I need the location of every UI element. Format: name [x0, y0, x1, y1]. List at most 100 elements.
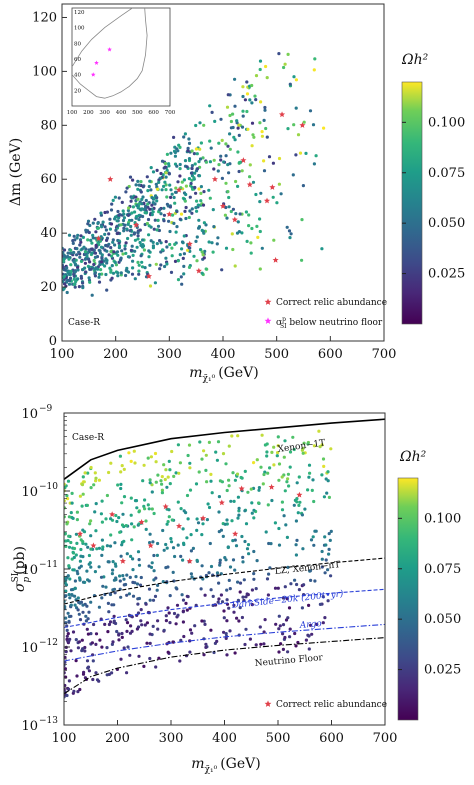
p1-data-point — [282, 65, 286, 70]
p2-data-point — [73, 586, 77, 590]
p1-data-point — [116, 253, 120, 257]
p1-data-point — [129, 248, 133, 252]
p1-data-point — [73, 285, 77, 289]
p1-data-point — [183, 209, 187, 213]
p2-data-point — [164, 468, 168, 472]
p1-data-point — [105, 238, 109, 242]
p2-data-point — [137, 510, 141, 514]
p1-data-point — [251, 133, 255, 137]
p2-data-point — [133, 461, 137, 465]
p1-data-point — [213, 119, 217, 123]
p2-data-point — [236, 434, 240, 438]
p2-data-point — [118, 454, 122, 458]
p2-x-tick-label: 700 — [373, 731, 398, 746]
p2-data-point — [184, 601, 188, 606]
p2-data-point — [97, 565, 101, 569]
p1-data-point — [76, 268, 80, 272]
p1-data-point — [91, 221, 95, 225]
p1-data-point — [260, 246, 264, 250]
p2-data-point — [287, 606, 292, 610]
p2-data-point — [320, 473, 324, 477]
p1-data-point — [185, 165, 189, 169]
p1-data-point — [140, 265, 145, 269]
p2-data-point — [195, 528, 199, 533]
p2-y-axis-label-unit: (pb) — [12, 546, 28, 575]
p2-data-point — [255, 559, 259, 563]
p2-data-point — [292, 503, 296, 507]
p2-data-point — [101, 545, 105, 549]
p1-data-point — [184, 205, 188, 210]
p1-data-point — [120, 200, 124, 204]
p1-data-point — [109, 250, 113, 254]
p1-data-point — [87, 276, 91, 280]
p2-y-tick-exponent: −11 — [39, 560, 58, 570]
p2-data-point — [188, 650, 192, 654]
p1-data-point — [227, 195, 231, 200]
p1-data-point — [233, 77, 237, 81]
p1-data-point — [271, 161, 275, 165]
p2-curve-line — [64, 588, 385, 629]
p1-data-point — [158, 208, 162, 212]
p1-data-point — [113, 243, 117, 247]
p1-data-point — [162, 219, 166, 223]
p2-data-point — [118, 574, 122, 578]
p1-inset-content — [71, 7, 148, 99]
p2-data-point — [288, 635, 292, 639]
p1-data-point — [263, 105, 267, 110]
p1-data-point — [194, 239, 198, 243]
p2-data-point — [150, 561, 154, 565]
p2-data-point — [106, 601, 110, 606]
p2-data-point — [177, 471, 181, 475]
p2-data-point — [97, 478, 101, 482]
p2-data-point — [185, 536, 189, 540]
p2-data-point — [185, 594, 189, 598]
p2-data-point — [167, 611, 171, 615]
p1-data-point — [143, 266, 147, 270]
p1-data-point — [126, 255, 130, 259]
p1-data-point — [164, 183, 168, 187]
p2-data-point — [74, 553, 78, 557]
p2-data-point — [293, 578, 297, 582]
p1-data-point — [103, 225, 107, 229]
p2-data-point — [252, 577, 256, 581]
p1-data-point — [182, 234, 186, 238]
p1-data-point — [149, 166, 153, 170]
p2-data-point — [125, 671, 129, 675]
p2-data-point — [66, 556, 70, 560]
p1-data-point — [186, 146, 190, 150]
p1-data-point — [158, 239, 162, 243]
p2-data-point — [214, 450, 218, 454]
p1-data-point — [91, 236, 95, 240]
p1-data-point — [197, 160, 201, 164]
p2-data-point — [246, 543, 251, 547]
p1-data-point — [156, 224, 161, 228]
p2-data-point — [119, 486, 123, 491]
p2-data-point — [124, 524, 128, 528]
p1-relic-star — [145, 273, 152, 279]
p1-data-point — [252, 135, 256, 139]
p2-data-point — [301, 451, 305, 455]
p2-data-point — [122, 467, 126, 471]
p2-data-point — [164, 614, 168, 618]
p2-data-point — [244, 522, 249, 526]
p2-data-point — [174, 471, 178, 475]
p2-data-point — [175, 603, 180, 607]
p1-inset-x-tick-label: 400 — [116, 110, 127, 116]
p1-data-point — [196, 203, 200, 207]
p2-data-point — [156, 473, 160, 477]
p2-data-point — [92, 483, 96, 487]
p2-data-point — [276, 451, 280, 455]
p1-data-point — [226, 144, 230, 148]
p1-data-point — [187, 157, 192, 161]
p1-data-point — [161, 248, 165, 252]
p2-x-tick-label: 300 — [159, 731, 184, 746]
p1-data-point — [224, 205, 228, 210]
p1-data-point — [292, 123, 296, 127]
p2-data-point — [209, 472, 213, 476]
p1-data-point — [107, 232, 111, 236]
p2-data-point — [223, 522, 227, 526]
p2-data-point — [248, 637, 252, 641]
p2-data-point — [224, 558, 228, 562]
p1-data-point — [229, 119, 233, 124]
p2-data-point — [64, 660, 67, 664]
